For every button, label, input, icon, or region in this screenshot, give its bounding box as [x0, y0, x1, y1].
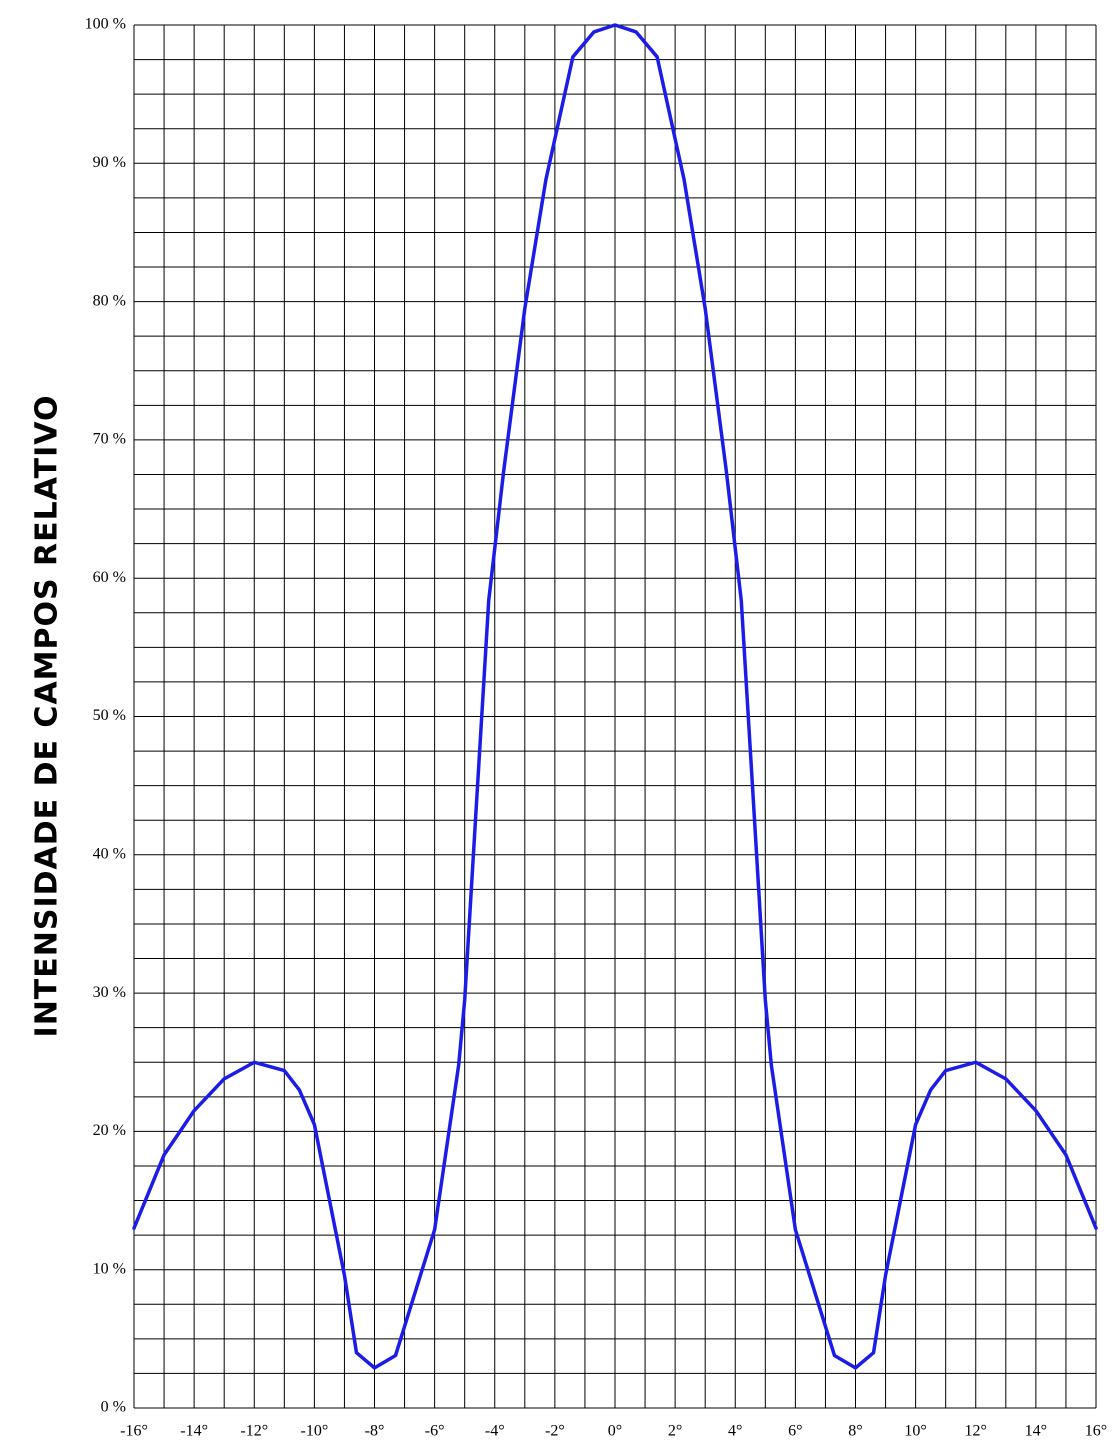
- x-tick-label: 2°: [668, 1423, 682, 1440]
- x-tick-label: -4°: [485, 1423, 505, 1440]
- x-tick-label: -2°: [545, 1423, 565, 1440]
- x-tick-label: 8°: [848, 1423, 862, 1440]
- x-tick-label: -6°: [425, 1423, 445, 1440]
- x-tick-label: 16°: [1085, 1423, 1107, 1440]
- y-tick-label: 40 %: [93, 845, 126, 862]
- y-tick-label: 90 %: [93, 154, 126, 171]
- x-tick-label: -8°: [365, 1423, 385, 1440]
- x-tick-label: 12°: [965, 1423, 987, 1440]
- y-tick-label: 80 %: [93, 292, 126, 309]
- x-tick-label: 14°: [1025, 1423, 1047, 1440]
- y-tick-label: 60 %: [93, 569, 126, 586]
- data-line: [132, 23, 1098, 1370]
- x-tick-label: -12°: [240, 1423, 268, 1440]
- x-tick-label: -10°: [301, 1423, 329, 1440]
- y-tick-label: 30 %: [93, 984, 126, 1001]
- y-tick-label: 100 %: [85, 16, 126, 33]
- y-tick-label: 50 %: [93, 707, 126, 724]
- x-tick-label: 10°: [904, 1423, 926, 1440]
- x-tick-label: 6°: [788, 1423, 802, 1440]
- x-tick-label: 4°: [728, 1423, 742, 1440]
- x-tick-label: 0°: [608, 1423, 622, 1440]
- y-tick-label: 10 %: [93, 1260, 126, 1277]
- x-tick-label: -14°: [180, 1423, 208, 1440]
- y-tick-label: 0 %: [101, 1399, 126, 1416]
- x-tick-label: -16°: [120, 1423, 148, 1440]
- y-axis-label: INTENSIDADE DE CAMPOS RELATIVO: [30, 395, 65, 1038]
- y-tick-label: 70 %: [93, 431, 126, 448]
- y-tick-label: 20 %: [93, 1122, 126, 1139]
